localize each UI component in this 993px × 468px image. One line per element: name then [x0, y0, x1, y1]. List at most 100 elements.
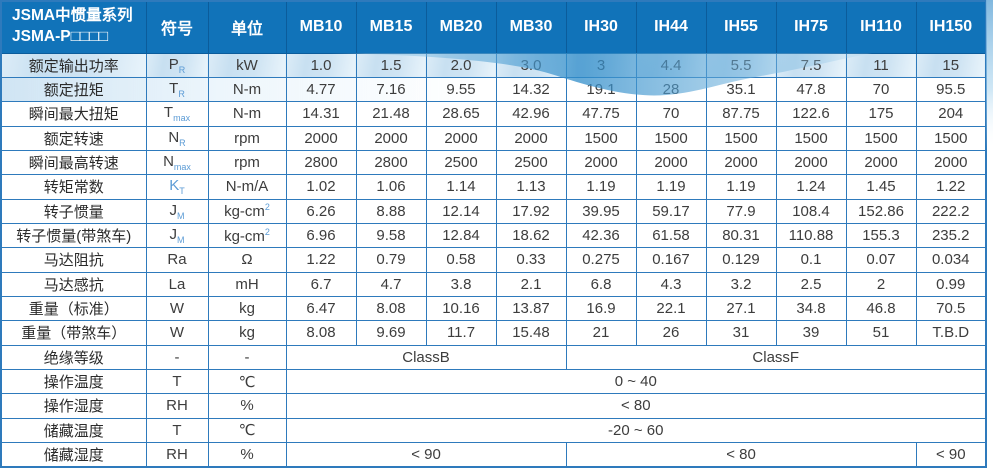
symbol-subscript: M [177, 235, 185, 246]
merged-value-cell: < 90 [285, 442, 567, 468]
symbol-cell: La [145, 271, 209, 297]
value-cell: 13.87 [495, 295, 567, 322]
header-row: JSMA中惯量系列 JSMA-P□□□□ 符号 单位 MB10 MB15 MB20 M… [0, 0, 987, 54]
value-cell: 26 [635, 320, 707, 346]
spec-row-label: 转矩常数 [0, 174, 147, 200]
merged-value-cell: 0 ~ 40 [285, 368, 987, 395]
symbol-cell: RH [145, 393, 209, 419]
value-cell: 2000 [915, 149, 987, 176]
value-cell: 8.08 [285, 320, 357, 346]
symbol-subscript: max [173, 162, 191, 173]
symbol-cell: Tmax [145, 101, 209, 127]
value-cell: 9.69 [355, 320, 427, 346]
value-cell: 34.8 [775, 295, 847, 322]
value-cell: 39 [775, 320, 847, 346]
value-cell: 14.32 [495, 76, 567, 103]
spec-row: 转子惯量 JM kg-cm2 6.26 8.88 12.14 17.92 39.95 59.17… [0, 198, 987, 224]
value-cell: 1.19 [635, 174, 707, 200]
spec-row: 转矩常数 KT N-m/A 1.02 1.06 1.14 1.13 1.19 1.19 1.19 1… [0, 174, 987, 200]
value-cell: 2.0 [425, 52, 497, 78]
model-column-header: MB15 [355, 0, 427, 54]
value-cell: 21.48 [355, 101, 427, 127]
value-cell: 28 [635, 76, 707, 103]
spec-row-label: 操作湿度 [0, 393, 147, 419]
value-cell: 4.3 [635, 271, 707, 297]
value-cell: 42.36 [565, 222, 637, 249]
value-cell: 7.16 [355, 76, 427, 103]
value-cell: 0.1 [775, 247, 847, 273]
spec-row-label: 重量（带煞车） [0, 320, 147, 346]
model-column-header: IH150 [915, 0, 987, 54]
value-cell: 4.77 [285, 76, 357, 103]
unit-cell: - [207, 344, 287, 370]
merged-value-cell: ClassF [565, 344, 987, 370]
value-cell: 47.8 [775, 76, 847, 103]
value-cell: 1.02 [285, 174, 357, 200]
spec-row-label: 转子惯量(带煞车) [0, 222, 147, 249]
symbol-main: T [172, 421, 182, 439]
value-cell: 2000 [425, 125, 497, 151]
value-cell: 0.58 [425, 247, 497, 273]
merged-value-cell: -20 ~ 60 [285, 417, 987, 444]
value-cell: 59.17 [635, 198, 707, 224]
value-cell: 1500 [845, 125, 917, 151]
value-cell: T.B.D [915, 320, 987, 346]
value-cell: 1500 [565, 125, 637, 151]
series-title-line1: JSMA中惯量系列 [12, 7, 133, 25]
symbol-cell: T [145, 417, 209, 444]
value-cell: 0.275 [565, 247, 637, 273]
value-cell: 28.65 [425, 101, 497, 127]
unit-cell: Ω [207, 247, 287, 273]
symbol-main: N [163, 153, 174, 171]
spec-row-label: 额定扭矩 [0, 76, 147, 103]
symbol-main: Ra [167, 251, 187, 269]
value-cell: 7.5 [775, 52, 847, 78]
spec-row: 转子惯量(带煞车) JM kg-cm2 6.96 9.58 12.84 18.62 42.36… [0, 222, 987, 249]
value-cell: 2500 [425, 149, 497, 176]
value-cell: 0.79 [355, 247, 427, 273]
value-cell: 1.19 [565, 174, 637, 200]
value-cell: 9.55 [425, 76, 497, 103]
spec-row: 瞬间最大扭矩 Tmax N-m 14.31 21.48 28.65 42.96 47.75 70… [0, 101, 987, 127]
value-cell: 6.7 [285, 271, 357, 297]
symbol-cell: W [145, 295, 209, 322]
value-cell: 1.06 [355, 174, 427, 200]
table-header: JSMA中惯量系列 JSMA-P□□□□ 符号 单位 MB10 MB15 MB20 M… [0, 0, 987, 54]
spec-row-label: 储藏温度 [0, 417, 147, 444]
value-cell: 70 [845, 76, 917, 103]
value-cell: 222.2 [915, 198, 987, 224]
value-cell: 0.034 [915, 247, 987, 273]
spec-row: 额定扭矩 TR N-m 4.77 7.16 9.55 14.32 19.1 28 35.1 47.8… [0, 76, 987, 103]
symbol-subscript: R [178, 64, 186, 75]
value-cell: 1.24 [775, 174, 847, 200]
value-cell: 2000 [845, 149, 917, 176]
value-cell: < 90 [915, 442, 987, 468]
unit-cell: N-m/A [207, 174, 287, 200]
value-cell: 3.2 [705, 271, 777, 297]
symbol-cell: NR [145, 125, 209, 151]
right-edge-strip [986, 0, 993, 150]
value-cell: 1.22 [915, 174, 987, 200]
value-cell: 15 [915, 52, 987, 78]
spec-row: 操作温度 T ℃ 0 ~ 40 [0, 368, 987, 395]
value-cell: 9.58 [355, 222, 427, 249]
symbol-main: La [168, 275, 186, 293]
series-title: JSMA中惯量系列 JSMA-P□□□□ [0, 0, 147, 54]
model-column-header: IH75 [775, 0, 847, 54]
model-column-header: MB10 [285, 0, 357, 54]
spec-row: 储藏湿度 RH% < 90 < 80 < 90 [0, 442, 987, 468]
value-cell: 70.5 [915, 295, 987, 322]
value-cell: 11.7 [425, 320, 497, 346]
merged-value-cell: < 80 [565, 442, 917, 468]
value-cell: 2500 [495, 149, 567, 176]
model-column-header: IH110 [845, 0, 917, 54]
value-cell: 12.84 [425, 222, 497, 249]
value-cell: 1500 [635, 125, 707, 151]
value-cell: 3 [565, 52, 637, 78]
symbol-main: T [172, 373, 182, 391]
spec-row: 绝缘等级 - - ClassB ClassF [0, 344, 987, 370]
spec-tbody: 额定输出功率 PR kW 1.0 1.5 2.0 3.0 3 4.4 5.5 7.5 11 15 额定扭矩… [0, 52, 987, 468]
